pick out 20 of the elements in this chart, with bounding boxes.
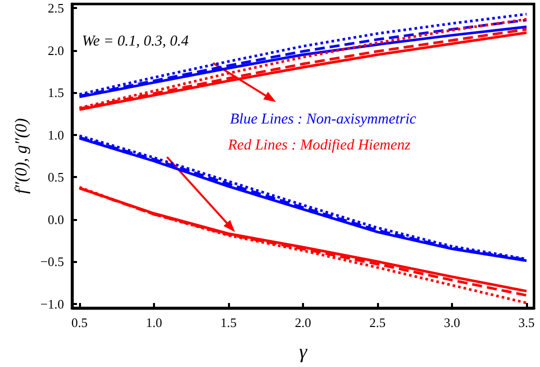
- annotation: We = 0.1, 0.3, 0.4: [82, 34, 190, 50]
- x-tick-label: 0.5: [71, 315, 88, 330]
- y-tick-label: −1.0: [40, 296, 64, 312]
- y-axis-title: f″(0), g″(0): [12, 118, 31, 194]
- y-tick-label: 2.5: [48, 0, 64, 16]
- x-tick-label: 3.0: [444, 315, 460, 330]
- annotation: Blue Lines : Non-axisymmetric: [230, 112, 417, 128]
- x-axis-title: γ: [299, 341, 308, 363]
- x-tick-label: 1.0: [146, 315, 162, 330]
- y-tick-label: 0.5: [48, 170, 64, 185]
- y-tick-label: 1.5: [48, 85, 64, 100]
- x-tick-label: 3.5: [518, 315, 535, 330]
- annotation: Red Lines : Modified Hiemenz: [227, 138, 411, 154]
- x-tick-label: 2.0: [294, 315, 312, 330]
- x-tick-label: 2.5: [369, 315, 386, 330]
- y-tick-label: −0.5: [40, 254, 64, 270]
- x-tick-label: 1.5: [220, 315, 237, 330]
- y-tick-label: 2.0: [48, 42, 64, 58]
- y-tick-label: 1.0: [48, 127, 64, 142]
- y-tick-label: 0.0: [48, 212, 64, 227]
